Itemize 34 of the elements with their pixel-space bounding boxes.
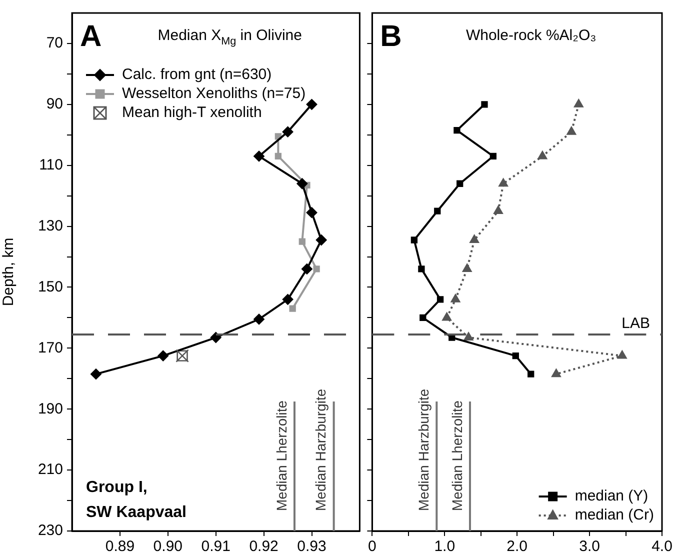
y-tick-label: 190	[38, 400, 63, 418]
ref-line-label: Median Harzburgite	[312, 388, 329, 511]
legend-label: Calc. from gnt (n=630)	[122, 66, 272, 84]
annotation: A	[80, 20, 102, 53]
y-tick-label: 210	[38, 461, 63, 478]
ref-line-label: Median Lherzolite	[448, 400, 465, 511]
x-tick-label: 1.0	[434, 538, 456, 555]
x-tick-label: 4.0	[652, 538, 672, 555]
y-tick-label: 90	[46, 96, 63, 113]
x-tick-label: 0.93	[297, 538, 326, 555]
y-tick-label: 70	[46, 34, 63, 52]
x-tick-label: 0.91	[201, 538, 230, 555]
y-tick-label: 130	[38, 217, 63, 234]
legend-label: median (Y)	[574, 488, 648, 505]
text: Whole-rock %Al₂O₃	[466, 27, 596, 44]
annotation: Group I, SW Kaapvaal	[86, 479, 186, 521]
x-tick-label: 0.92	[249, 538, 278, 555]
x-tick-label: 0	[368, 538, 376, 555]
x-tick-label: 2.0	[506, 538, 528, 555]
y-tick-label: 150	[38, 278, 63, 296]
y-axis-title: Depth, km	[0, 238, 18, 306]
ref-line-label: Median Lherzolite	[273, 400, 290, 511]
legend-label: median (Cr)	[574, 506, 654, 524]
ref-line-label: LAB	[622, 315, 650, 332]
legend-label: Wesselton Xenoliths (n=75)	[122, 85, 306, 102]
x-tick-label: 0.89	[105, 538, 135, 555]
x-tick-label: 3.0	[579, 538, 600, 555]
y-tick-label: 170	[38, 339, 63, 356]
y-tick-label: 230	[38, 522, 63, 540]
annotation: B	[380, 20, 402, 53]
legend-label: Mean high-T xenolith	[122, 104, 262, 122]
ref-line-label: Median Harzburgite	[416, 388, 432, 511]
x-tick-label: 0.90	[153, 538, 182, 555]
y-tick-label: 110	[39, 156, 63, 174]
